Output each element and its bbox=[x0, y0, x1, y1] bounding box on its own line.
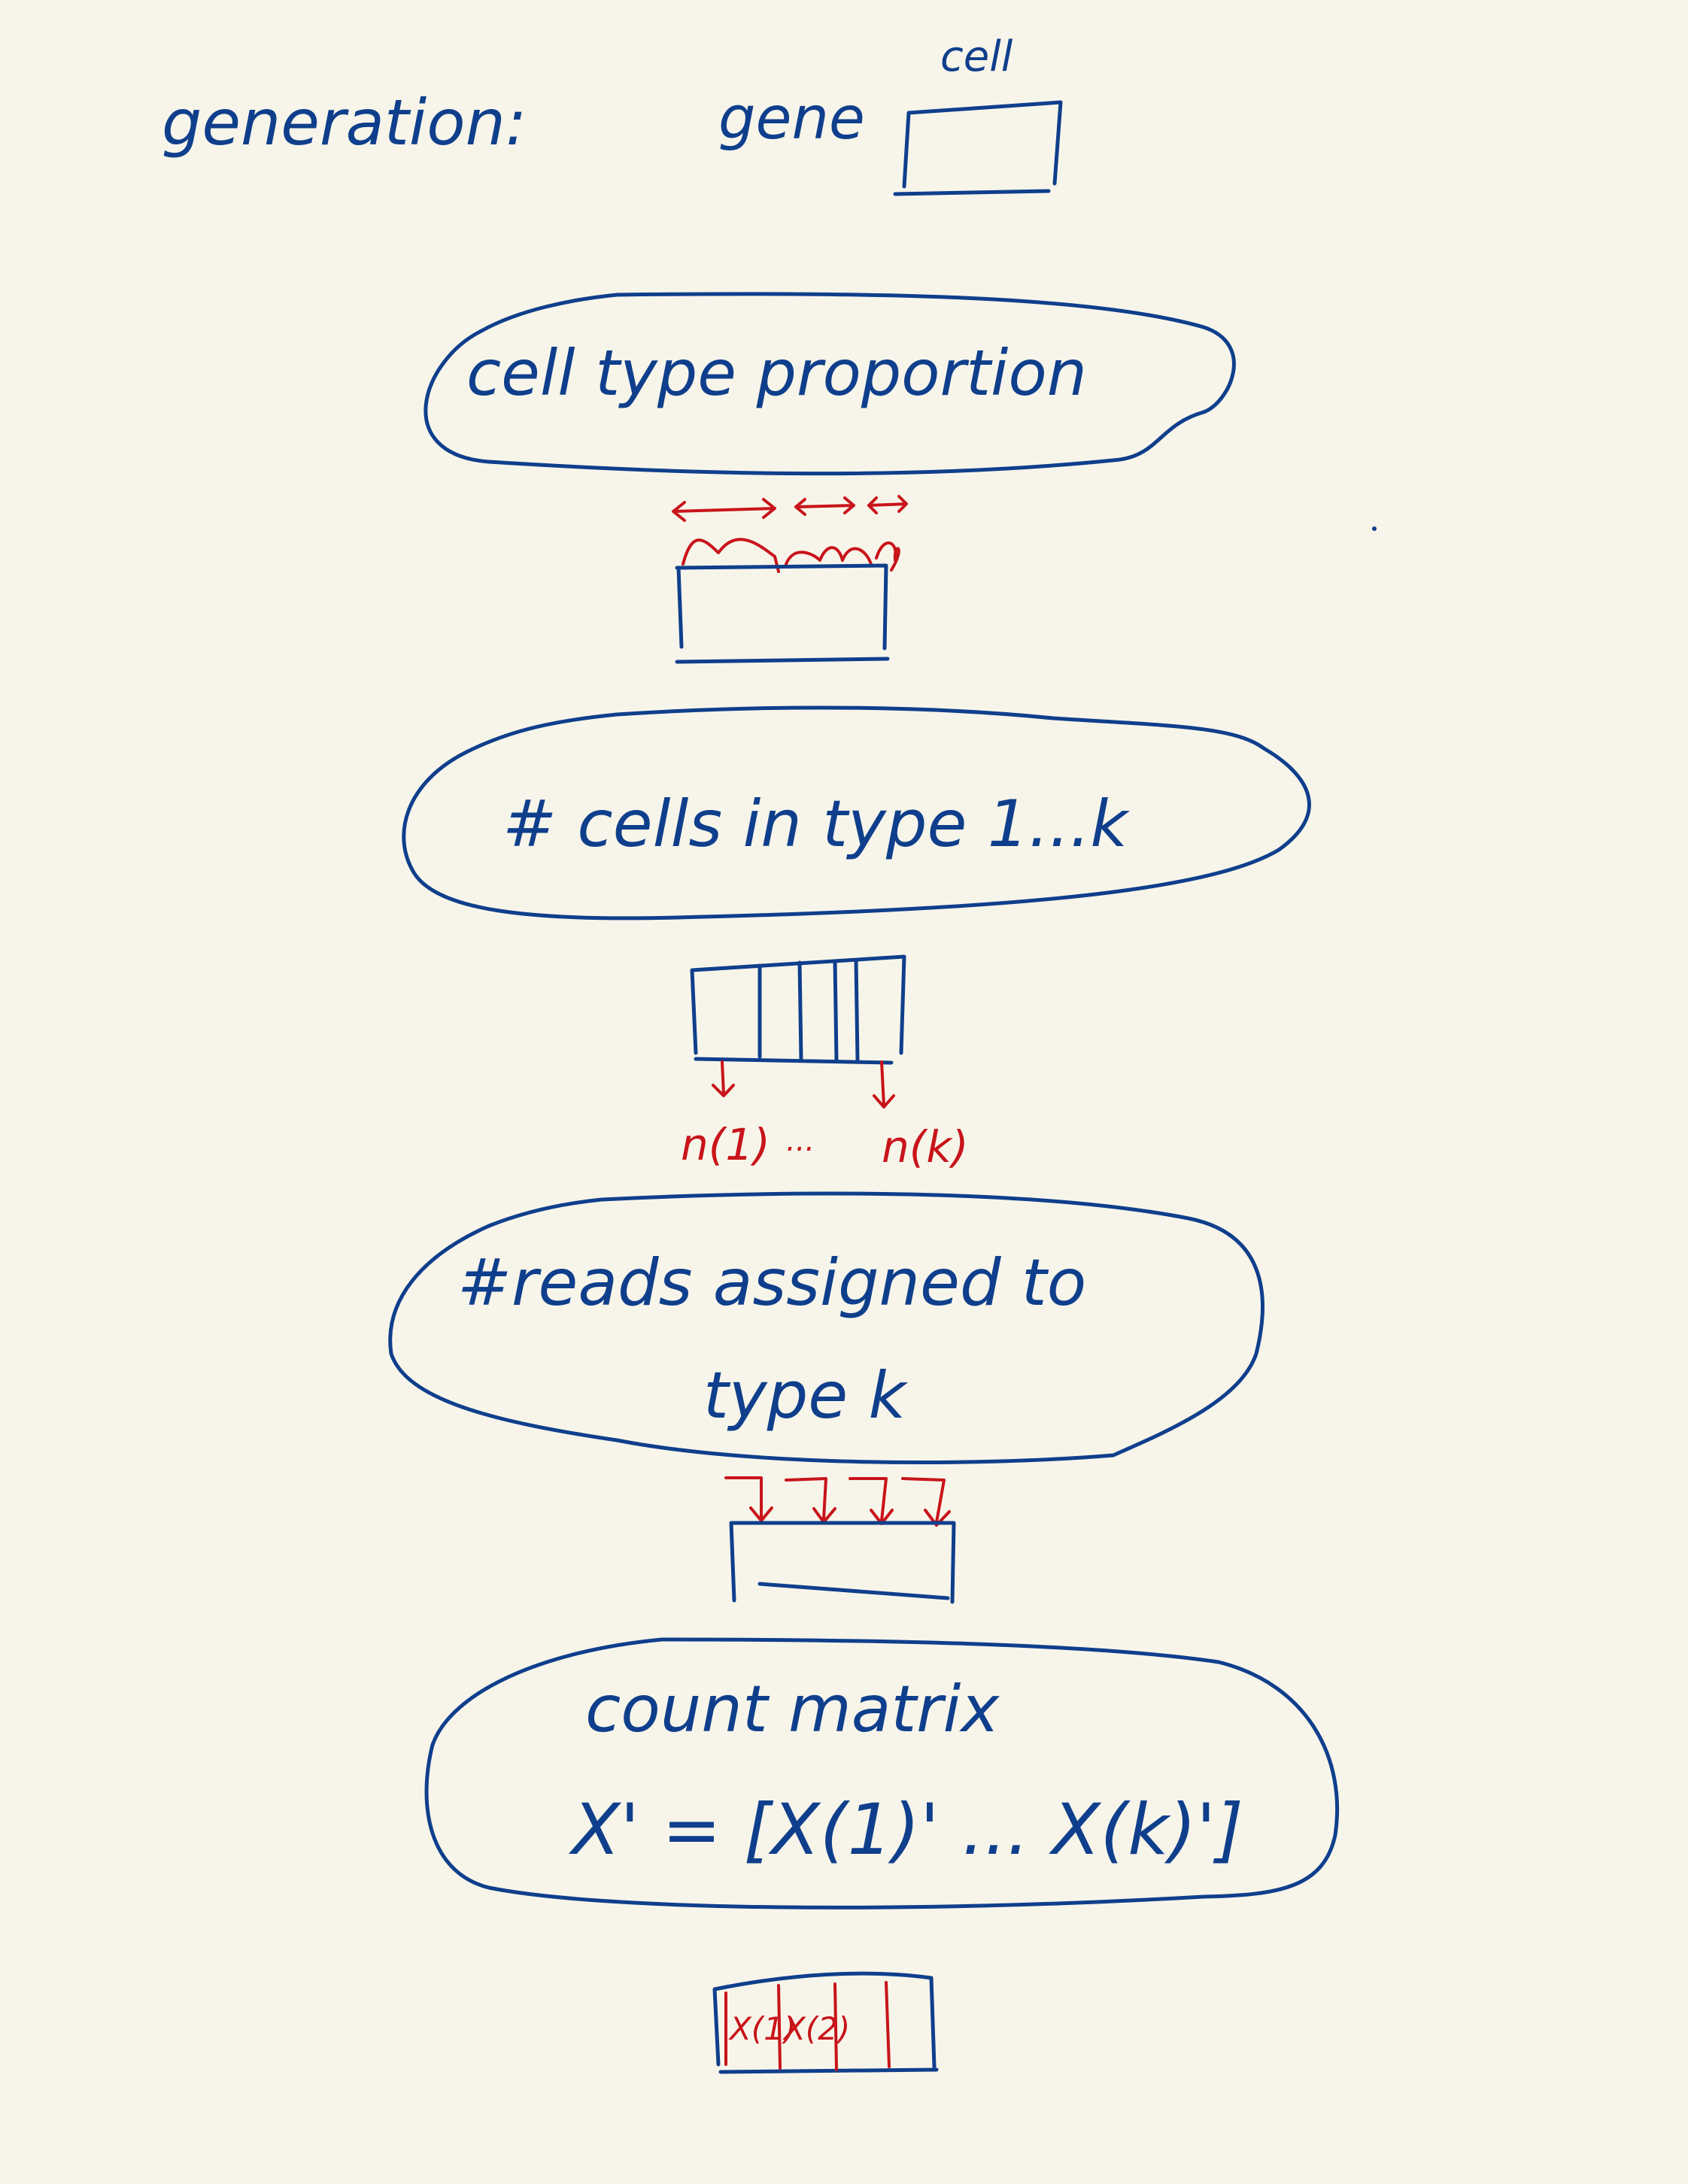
block-label-2: X(2) bbox=[782, 2010, 850, 2047]
cells-type-arrows bbox=[712, 1060, 895, 1109]
reads-box bbox=[729, 1521, 956, 1604]
step-1-label: cell type proportion bbox=[466, 336, 1087, 410]
step-4-ellipse bbox=[424, 1637, 1340, 1909]
count-matrix-box bbox=[712, 1971, 939, 2074]
step-3-ellipse bbox=[388, 1191, 1264, 1465]
step-4-label-line1: count matrix bbox=[585, 1672, 1000, 1747]
stray-dot bbox=[1372, 526, 1377, 531]
step-1-ellipse bbox=[424, 292, 1236, 476]
step-3-label-line1: #reads assigned to bbox=[457, 1245, 1086, 1321]
count-matrix-blocks bbox=[724, 1981, 891, 2071]
header-title: generation: bbox=[162, 86, 527, 159]
step-2-ellipse bbox=[402, 705, 1311, 921]
annotation-n-dots: ... bbox=[786, 1124, 815, 1158]
block-label-1: X(1) bbox=[728, 2010, 796, 2047]
axis-row-label: gene bbox=[718, 85, 865, 153]
axis-col-label: cell bbox=[940, 32, 1013, 81]
proportion-box bbox=[675, 563, 890, 664]
step-4-label-line2: X' = [X(1)' ... X(k)'] bbox=[568, 1789, 1243, 1871]
step-3-label-line2: type k bbox=[703, 1358, 908, 1433]
annotation-n-first: n(1) bbox=[681, 1119, 770, 1170]
step-2-label: # cells in type 1...k bbox=[502, 787, 1130, 862]
reads-arrows bbox=[724, 1476, 951, 1527]
annotation-n-last: n(k) bbox=[882, 1121, 969, 1172]
cells-type-box bbox=[690, 954, 906, 1065]
header-matrix-box bbox=[893, 100, 1063, 196]
proportion-arrows bbox=[672, 495, 908, 522]
